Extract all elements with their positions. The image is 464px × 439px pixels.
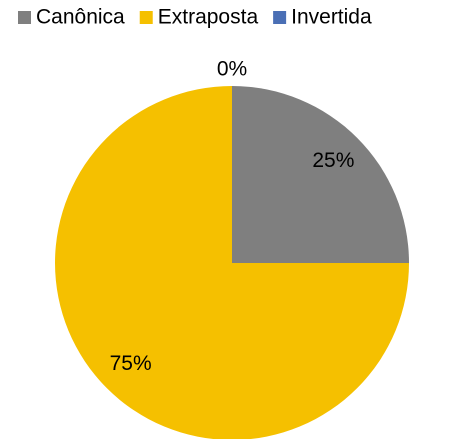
- data-label: 0%: [217, 58, 247, 81]
- legend-label: Extraposta: [158, 6, 259, 29]
- legend-label: Canônica: [36, 6, 125, 29]
- legend-swatch: [273, 11, 287, 24]
- data-label: 75%: [110, 352, 152, 375]
- legend-label: Invertida: [291, 6, 372, 29]
- pie-slice: [55, 86, 409, 439]
- data-label: 25%: [312, 149, 354, 172]
- legend-swatch: [18, 11, 31, 24]
- legend-swatch: [139, 11, 153, 24]
- pie-slice: [232, 86, 409, 263]
